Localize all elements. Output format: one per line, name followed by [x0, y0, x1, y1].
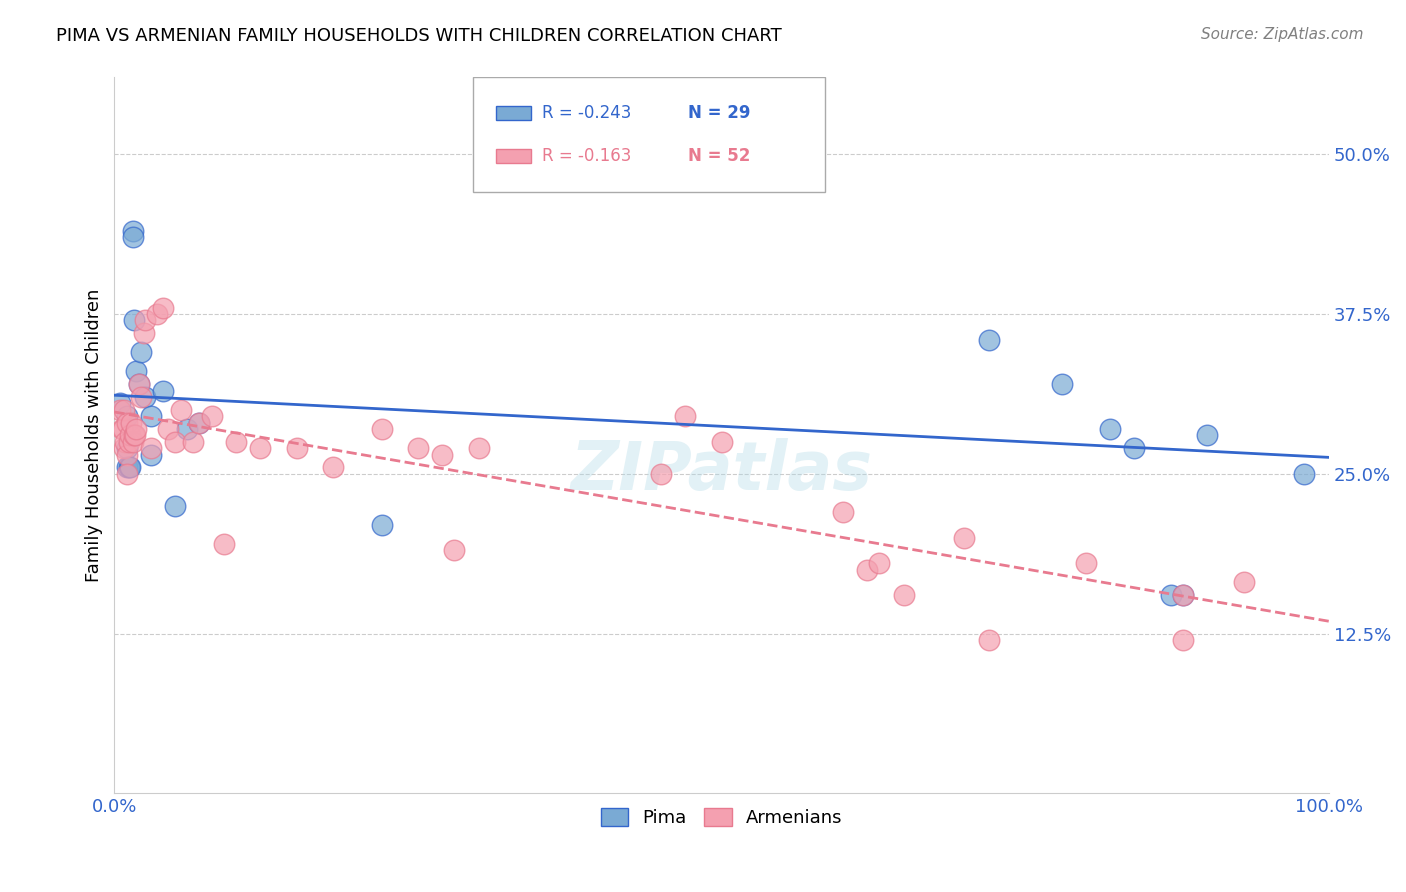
- Point: [370, 517, 392, 532]
- Point: [121, 434, 143, 449]
- Point: [1160, 588, 1182, 602]
- Point: [322, 460, 344, 475]
- Point: [132, 326, 155, 340]
- Point: [1197, 428, 1219, 442]
- Point: [432, 448, 454, 462]
- Point: [115, 467, 138, 481]
- Point: [183, 434, 205, 449]
- Text: R = -0.163: R = -0.163: [541, 147, 631, 165]
- FancyBboxPatch shape: [496, 149, 531, 163]
- FancyBboxPatch shape: [472, 78, 825, 192]
- Point: [139, 448, 162, 462]
- Point: [134, 313, 156, 327]
- Point: [129, 345, 152, 359]
- Point: [115, 416, 138, 430]
- Point: [188, 416, 211, 430]
- Point: [125, 364, 148, 378]
- Point: [134, 390, 156, 404]
- Point: [370, 422, 392, 436]
- Text: N = 52: N = 52: [688, 147, 749, 165]
- Point: [129, 390, 152, 404]
- Point: [977, 333, 1000, 347]
- Point: [443, 543, 465, 558]
- Point: [115, 460, 138, 475]
- Point: [1171, 588, 1194, 602]
- Point: [673, 409, 696, 424]
- Text: N = 29: N = 29: [688, 104, 749, 122]
- Point: [1171, 632, 1194, 647]
- Point: [118, 460, 141, 475]
- Point: [188, 416, 211, 430]
- Point: [1123, 441, 1146, 455]
- Text: ZIPatlas: ZIPatlas: [571, 438, 873, 504]
- Point: [110, 396, 132, 410]
- Point: [1050, 377, 1073, 392]
- Point: [120, 428, 142, 442]
- Point: [146, 307, 169, 321]
- Point: [710, 434, 733, 449]
- Point: [796, 147, 818, 161]
- Point: [1294, 467, 1316, 481]
- Point: [200, 409, 222, 424]
- Point: [467, 441, 489, 455]
- Point: [225, 434, 247, 449]
- Point: [120, 460, 142, 475]
- Point: [156, 422, 179, 436]
- Point: [406, 441, 429, 455]
- Point: [139, 409, 162, 424]
- Point: [869, 556, 891, 570]
- Point: [152, 301, 174, 315]
- Point: [1233, 575, 1256, 590]
- Point: [128, 377, 150, 392]
- Point: [165, 499, 187, 513]
- Point: [856, 563, 879, 577]
- Point: [1074, 556, 1097, 570]
- Text: R = -0.243: R = -0.243: [541, 104, 631, 122]
- Point: [110, 402, 132, 417]
- Point: [977, 632, 1000, 647]
- Point: [112, 402, 135, 417]
- Point: [120, 416, 142, 430]
- Point: [128, 377, 150, 392]
- Point: [122, 313, 145, 327]
- Point: [115, 409, 138, 424]
- Point: [1171, 588, 1194, 602]
- Point: [121, 224, 143, 238]
- Point: [249, 441, 271, 455]
- Point: [114, 434, 136, 449]
- Point: [152, 384, 174, 398]
- Point: [111, 422, 134, 436]
- Point: [650, 467, 672, 481]
- Text: PIMA VS ARMENIAN FAMILY HOUSEHOLDS WITH CHILDREN CORRELATION CHART: PIMA VS ARMENIAN FAMILY HOUSEHOLDS WITH …: [56, 27, 782, 45]
- Point: [111, 422, 134, 436]
- Point: [1099, 422, 1122, 436]
- Point: [115, 441, 138, 455]
- Point: [953, 531, 976, 545]
- Point: [124, 428, 146, 442]
- FancyBboxPatch shape: [496, 106, 531, 120]
- Point: [139, 441, 162, 455]
- Point: [165, 434, 187, 449]
- Point: [115, 448, 138, 462]
- Point: [893, 588, 915, 602]
- Point: [832, 505, 855, 519]
- Point: [118, 434, 141, 449]
- Point: [176, 422, 198, 436]
- Point: [285, 441, 308, 455]
- Point: [212, 537, 235, 551]
- Point: [125, 422, 148, 436]
- Text: Source: ZipAtlas.com: Source: ZipAtlas.com: [1201, 27, 1364, 42]
- Point: [112, 441, 135, 455]
- Y-axis label: Family Households with Children: Family Households with Children: [86, 289, 103, 582]
- Legend: Pima, Armenians: Pima, Armenians: [593, 801, 849, 834]
- Point: [121, 230, 143, 244]
- Point: [122, 428, 145, 442]
- Point: [170, 402, 193, 417]
